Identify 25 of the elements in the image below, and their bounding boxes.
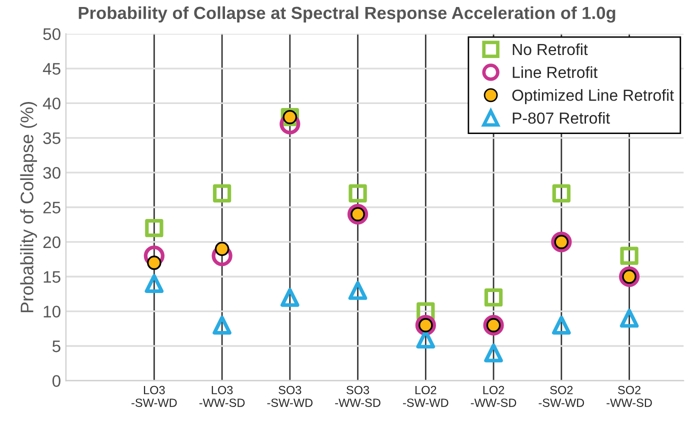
x-tick-label: SO2 -SW-WD <box>538 386 584 407</box>
legend-label: No Retrofit <box>512 43 588 56</box>
x-tick-label: LO3 -WW-SD <box>199 386 245 407</box>
x-tick-label: SO3 -WW-SD <box>335 386 380 407</box>
x-tick-label: LO3 -SW-WD <box>132 386 177 407</box>
y-tick-label: 10 <box>44 306 60 318</box>
x-tick-label: LO2 -SW-WD <box>403 386 448 407</box>
legend-label: Line Retrofit <box>512 66 598 78</box>
y-tick-label: 0 <box>52 375 60 387</box>
y-tick-label: 5 <box>52 340 60 352</box>
y-tick-label: 30 <box>43 166 60 179</box>
legend-label: P-807 Retrofit <box>512 112 610 124</box>
chart-title: Probability of Collapse at Spectral Response Acceleration of 1.0g <box>78 6 616 23</box>
y-tick-label: 45 <box>42 63 60 75</box>
y-tick-label: 25 <box>43 202 60 214</box>
y-tick-label: 50 <box>43 28 60 40</box>
y-tick-label: 40 <box>42 98 60 110</box>
y-tick-label: 15 <box>44 271 60 283</box>
x-tick-label: SO2 -WW-SD <box>606 386 652 407</box>
y-axis-title: Probability of Collapse (%) <box>20 102 37 312</box>
legend-label: Optimized Line Retrofit <box>512 89 674 104</box>
y-tick-label: 35 <box>43 132 60 144</box>
x-tick-label: LO2 -WW-SD <box>470 386 516 407</box>
x-tick-label: SO3 -SW-WD <box>267 386 313 407</box>
y-tick-label: 20 <box>43 236 60 248</box>
